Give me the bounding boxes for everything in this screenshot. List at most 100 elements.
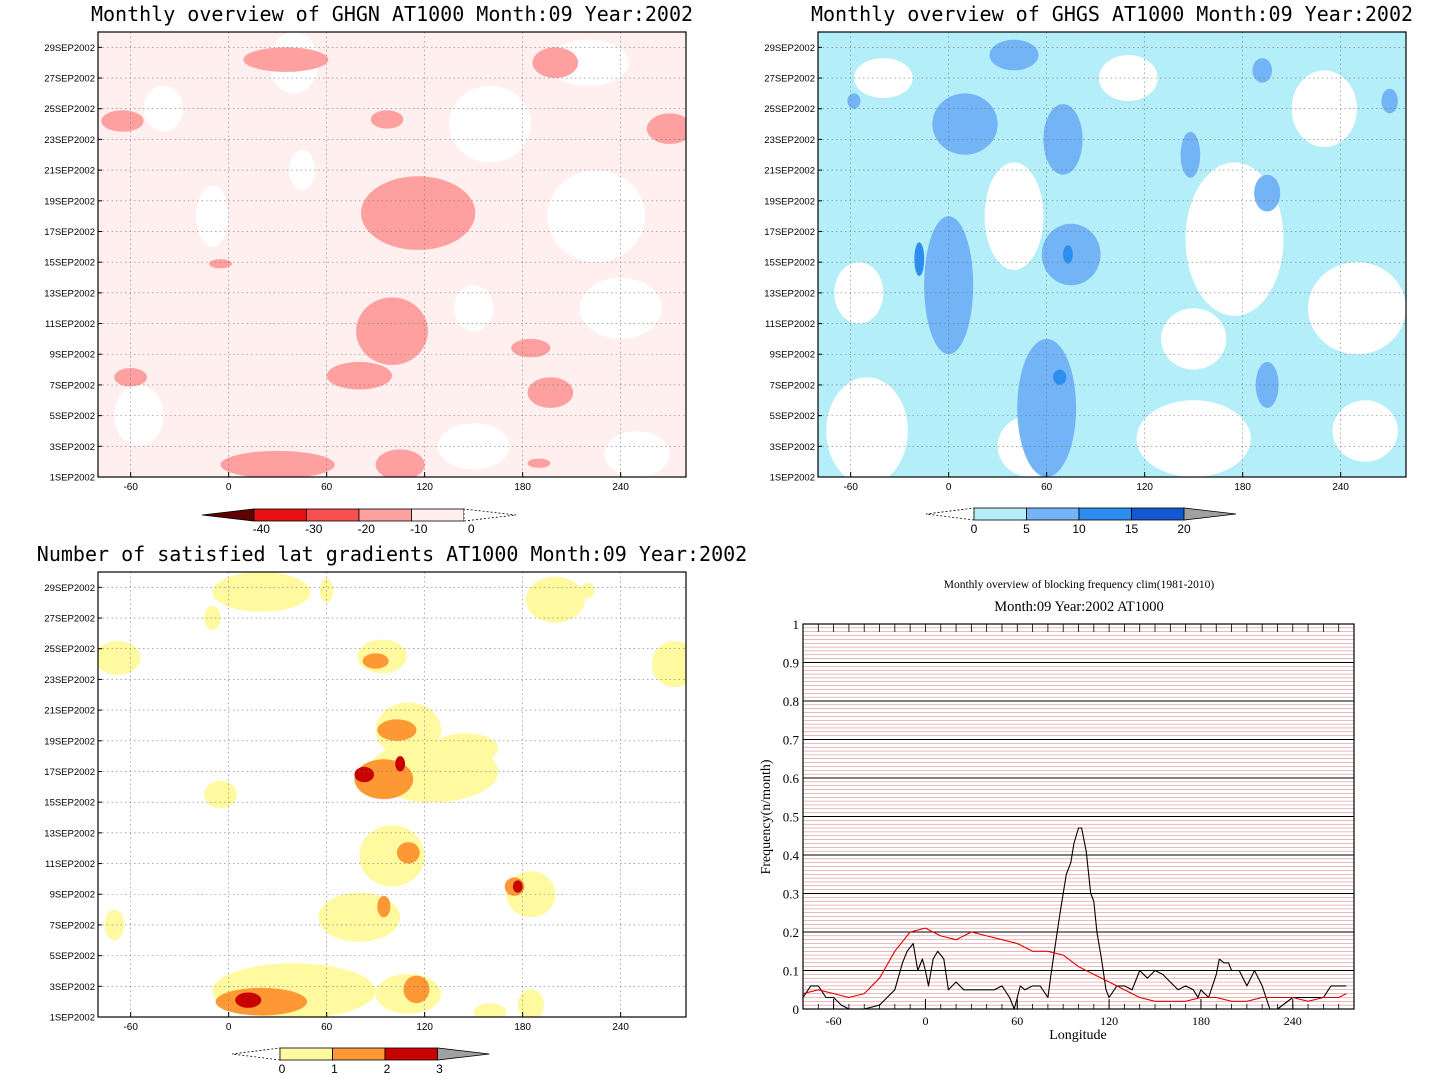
ghgn-region-13 — [532, 47, 579, 79]
grad-region-2 — [525, 576, 585, 623]
ghgn-region-4 — [449, 85, 531, 163]
ghgs-cb-seg-0 — [973, 507, 1027, 521]
ghgs-title: Monthly overview of GHGS AT1000 Month:09… — [811, 2, 1413, 26]
ghgn-region-1 — [196, 185, 229, 247]
ghgn-region-0 — [437, 423, 510, 470]
blocking-xlabel: Longitude — [1049, 1028, 1107, 1043]
ghgn-cb-seg-0 — [253, 508, 307, 522]
ghgs-region-18 — [1255, 361, 1279, 408]
ghgn-xtick-label-5: 240 — [612, 482, 629, 493]
grad-region-10 — [359, 825, 425, 887]
ghgs-region-7 — [1098, 55, 1158, 102]
ghgs-cb-label-0: 0 — [971, 522, 978, 536]
panel-gradients: Number of satisfied lat gradients AT1000… — [37, 542, 747, 1076]
blocking-series — [802, 827, 1347, 1010]
ghgn-cb-seg-2 — [358, 508, 412, 522]
ghgs-xtick-label-4: 180 — [1234, 482, 1251, 493]
ghgs-region-17 — [989, 39, 1039, 71]
panel-ghgn: Monthly overview of GHGN AT1000 Month:09… — [44, 2, 693, 536]
ghgs-region-12 — [932, 93, 998, 155]
grad-cb-label-3: 3 — [436, 1062, 443, 1076]
ghgs-x-axis: -60 0 60 120 180 240 — [843, 472, 1349, 493]
blocking-ytick-label-3: 0.3 — [783, 887, 799, 902]
ghgn-ytick-label-5: 11SEP2002 — [45, 319, 95, 330]
ghgn-xtick-label-4: 180 — [514, 482, 531, 493]
grad-region-21 — [377, 719, 417, 741]
grad-region-17 — [473, 1003, 507, 1017]
blocking-ytick-label-9: 0.9 — [783, 656, 799, 671]
ghgn-xtick-label-3: 120 — [416, 482, 433, 493]
blocking-xtick-label-3: 120 — [1100, 1014, 1118, 1028]
ghgn-region-14 — [101, 110, 144, 132]
ghgs-region-23 — [1381, 88, 1398, 114]
ghgn-gridlines — [98, 32, 686, 477]
grad-ytick-label-5: 11SEP2002 — [45, 859, 95, 870]
ghgs-region-10 — [1332, 400, 1398, 462]
ghgn-y-axis: 1SEP2002 3SEP2002 5SEP2002 7SEP2002 9SEP2002… — [44, 43, 102, 484]
ghgn-ytick-label-3: 7SEP2002 — [50, 380, 95, 391]
ghgs-cb-seg-3 — [1131, 507, 1185, 521]
ghgs-colorbar: 0 5 10 15 20 — [925, 507, 1237, 536]
grad-region-26 — [215, 987, 308, 1016]
ghgs-region-25 — [1063, 245, 1073, 264]
grad-xtick-label-4: 180 — [514, 1022, 531, 1033]
ghgn-ytick-label-1: 3SEP2002 — [50, 442, 95, 453]
blocking-series-observed — [802, 827, 1347, 1010]
grad-region-3 — [98, 641, 141, 675]
ghgs-region-26 — [1053, 369, 1067, 385]
ghgs-ytick-label-1: 3SEP2002 — [770, 442, 815, 453]
ghgn-region-25 — [375, 449, 425, 477]
ghgs-cb-lowtri — [925, 507, 975, 521]
gradients-x-axis: -60 0 60 120 180 240 — [123, 1012, 629, 1033]
ghgn-cb-label-4: 0 — [468, 522, 475, 536]
grad-cb-label-0: 0 — [279, 1062, 286, 1076]
blocking-subtitle: Month:09 Year:2002 AT1000 — [994, 599, 1164, 615]
panel-blocking: Monthly overview of blocking frequency c… — [759, 579, 1355, 1043]
ghgn-region-5 — [547, 170, 646, 263]
blocking-gridlines — [802, 624, 1355, 1009]
grad-region-0 — [212, 572, 311, 612]
grad-cb-label-1: 1 — [331, 1062, 338, 1076]
ghgn-region-2 — [289, 150, 316, 191]
grad-ytick-label-8: 17SEP2002 — [44, 767, 95, 778]
blocking-xtick-label-0: -60 — [826, 1014, 842, 1028]
ghgs-region-15 — [1043, 104, 1083, 175]
ghgs-ytick-label-7: 15SEP2002 — [764, 258, 815, 269]
ghgs-cb-label-1: 5 — [1023, 522, 1030, 536]
ghgn-cb-seg-1 — [306, 508, 360, 522]
ghgs-xtick-label-2: 60 — [1041, 482, 1053, 493]
ghgs-ytick-label-9: 19SEP2002 — [764, 196, 815, 207]
ghgs-ytick-label-6: 13SEP2002 — [764, 288, 815, 299]
grad-cb-seg-2 — [384, 1047, 438, 1061]
blocking-ylabel: Frequency(n/month) — [759, 759, 774, 874]
ghgs-cb-label-3: 15 — [1125, 522, 1139, 536]
ghgs-cb-seg-1 — [1026, 507, 1080, 521]
blocking-ytick-label-0: 0 — [793, 1002, 800, 1017]
gradients-y-axis: 1SEP2002 3SEP2002 5SEP2002 7SEP2002 9SEP2002… — [44, 583, 102, 1024]
ghgn-ytick-label-13: 27SEP2002 — [44, 74, 95, 85]
ghgs-cb-seg-2 — [1078, 507, 1132, 521]
ghgn-ytick-label-10: 21SEP2002 — [44, 166, 95, 177]
ghgn-ytick-label-2: 5SEP2002 — [50, 411, 95, 422]
ghgn-region-20 — [326, 361, 393, 390]
grad-ytick-label-7: 15SEP2002 — [44, 798, 95, 809]
grad-ytick-label-12: 25SEP2002 — [44, 644, 95, 655]
gradients-gridlines — [98, 572, 686, 1017]
grad-ytick-label-0: 1SEP2002 — [50, 1013, 95, 1024]
ghgs-ytick-label-4: 9SEP2002 — [770, 350, 815, 361]
ghgs-region-19 — [1254, 174, 1281, 212]
blocking-ytick-label-5: 0.5 — [783, 810, 799, 825]
ghgn-cb-label-3: -10 — [410, 522, 428, 536]
grad-region-23 — [396, 842, 420, 864]
ghgn-region-23 — [527, 377, 574, 408]
ghgs-ytick-label-13: 27SEP2002 — [764, 74, 815, 85]
ghgs-xtick-label-1: 0 — [946, 482, 952, 493]
blocking-y-axis: 0 0.1 0.2 0.3 0.4 0.5 0.6 0.7 0.8 0.9 1 — [783, 617, 800, 1017]
grad-xtick-label-5: 240 — [612, 1022, 629, 1033]
grad-region-13 — [104, 909, 125, 941]
ghgn-ytick-label-7: 15SEP2002 — [44, 258, 95, 269]
ghgs-region-6 — [1291, 70, 1358, 148]
ghgn-ytick-label-0: 1SEP2002 — [50, 473, 95, 484]
ghgn-cb-lowtri — [201, 508, 255, 522]
grad-region-4 — [651, 641, 686, 688]
